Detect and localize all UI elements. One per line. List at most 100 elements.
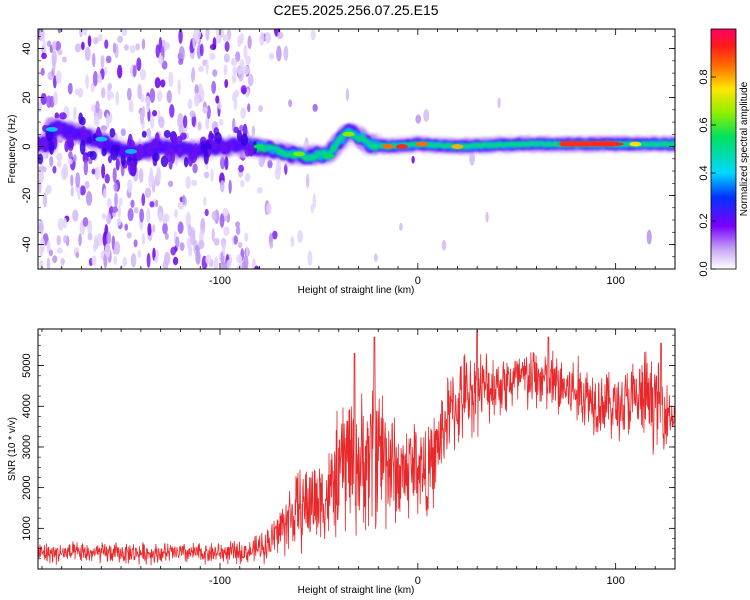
noise-speckle [56,160,62,168]
noise-speckle [52,165,57,174]
x-tick-label: 100 [606,275,624,287]
noise-speckle [160,79,166,88]
noise-speckle [40,67,45,76]
noise-speckle [485,211,489,223]
noise-speckle [266,202,272,215]
noise-speckle [178,58,184,65]
band-blob [200,140,205,154]
noise-speckle [209,52,216,61]
noise-speckle [272,230,278,240]
noise-speckle [126,232,132,239]
noise-speckle [56,235,61,246]
noise-speckle [247,103,251,113]
noise-speckle [238,164,245,173]
noise-speckle [277,31,284,40]
noise-speckle [144,95,151,105]
noise-speckle [283,45,289,62]
noise-speckle [80,41,85,51]
band-hotspot [45,127,58,132]
noise-speckle [127,179,133,194]
noise-speckle [175,236,180,248]
colorbar-tick-label: 0.4 [698,165,710,180]
colorbar-tick-label: 0.6 [698,117,710,132]
band-blob [233,126,240,134]
noise-speckle [216,32,222,44]
y-tick-label: -20 [21,188,33,204]
y-tick-label: 2000 [21,475,33,499]
snr-x-label: Height of straight line (km) [298,585,415,596]
noise-speckle [161,60,168,70]
noise-speckle [133,239,138,248]
noise-speckle [38,169,43,182]
x-tick-label: 0 [415,575,421,587]
spectrogram-y-label: Frequency (Hz) [7,115,18,184]
noise-speckle [234,89,240,98]
band-blob [54,124,63,135]
noise-speckle [105,55,112,64]
noise-speckle [96,233,103,247]
noise-speckle [100,54,105,69]
noise-speckle [204,208,209,217]
spectrogram-frame [37,28,676,270]
noise-speckle [97,33,103,42]
noise-speckle [179,242,185,251]
noise-speckle [42,40,47,57]
noise-speckle [75,252,80,259]
noise-speckle [103,66,108,76]
noise-speckle [178,29,183,44]
noise-speckle [288,99,293,108]
noise-speckle [194,84,199,96]
noise-speckle [106,197,112,208]
noise-speckle [259,31,265,46]
noise-speckle [212,69,218,77]
noise-speckle [74,88,80,96]
noise-speckle [52,255,58,264]
noise-speckle [141,193,146,207]
noise-speckle [103,188,107,199]
noise-speckle [219,29,225,37]
noise-speckle [60,258,65,266]
noise-speckle [152,224,156,233]
noise-speckle [178,45,185,62]
noise-speckle [39,29,46,42]
noise-speckle [113,255,118,266]
band-blob [64,140,69,153]
noise-speckle [130,199,135,208]
noise-speckle [104,243,111,258]
noise-speckle [56,247,63,254]
noise-speckle [146,128,152,139]
noise-speckle [106,213,112,225]
noise-speckle [211,210,218,221]
y-tick-label: 20 [21,91,33,103]
band-blob [193,143,198,157]
noise-speckle [245,246,249,257]
noise-speckle [189,110,196,118]
colorbar-tick-label: 0.8 [698,69,710,84]
band-blob [236,129,243,142]
y-tick-label: 3000 [21,435,33,459]
band-hotspot [293,151,306,157]
band-blob [136,144,144,159]
noise-speckle [182,194,186,205]
noise-speckle [92,70,98,87]
noise-speckle [120,128,126,137]
band-hotspot [342,131,355,137]
noise-speckle [162,214,168,224]
noise-speckle [269,241,274,249]
noise-speckle [156,90,163,102]
noise-speckle [77,184,81,200]
noise-speckle [646,229,652,245]
noise-speckle [231,57,238,67]
noise-speckle [182,115,188,129]
noise-speckle [111,206,118,213]
spectrogram-panel: -100 0 100 -40 -20 0 20 40 Height of straight … [7,28,676,296]
noise-speckle [55,70,62,84]
noise-speckle [193,92,200,108]
noise-speckle [239,124,244,132]
band-blob [171,131,178,147]
noise-speckle [200,217,206,230]
colorbar-label: Normalized spectral amplitude [739,81,750,216]
noise-speckle [115,90,120,106]
noise-speckle [228,179,232,194]
noise-speckle [149,88,156,103]
